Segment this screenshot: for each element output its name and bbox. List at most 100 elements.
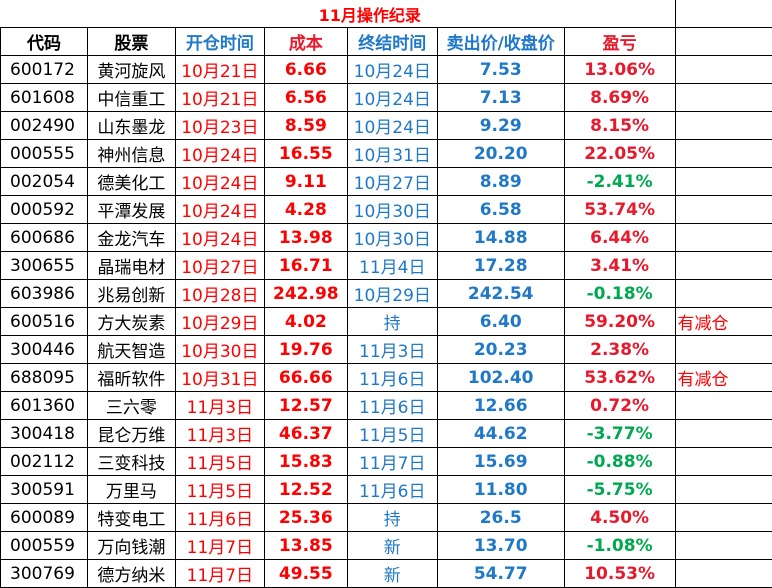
note [675,224,772,252]
cost-price: 16.55 [264,140,347,168]
note: 有减仓 [675,364,772,392]
stock-name: 航天智造 [87,336,175,364]
cost-price: 19.76 [264,336,347,364]
open-time: 10月29日 [175,308,264,336]
stock-code: 000555 [1,140,88,168]
stock-name: 山东墨龙 [87,112,175,140]
sell-price: 13.70 [437,532,564,560]
note [675,56,772,84]
note [675,420,772,448]
open-time: 10月24日 [175,224,264,252]
stock-code: 300418 [1,420,88,448]
profit-loss: 8.69% [564,84,675,112]
close-time: 持 [347,504,437,532]
cost-price: 6.66 [264,56,347,84]
note [675,560,772,588]
close-time: 新 [347,560,437,588]
stock-name: 兆易创新 [87,280,175,308]
stock-code: 300446 [1,336,88,364]
header-stock: 股票 [87,28,175,56]
sell-price: 6.40 [437,308,564,336]
note [675,504,772,532]
open-time: 11月3日 [175,420,264,448]
stock-code: 600686 [1,224,88,252]
profit-loss: 6.44% [564,224,675,252]
cost-price: 9.11 [264,168,347,196]
close-time: 10月27日 [347,168,437,196]
stock-code: 688095 [1,364,88,392]
close-time: 10月24日 [347,112,437,140]
profit-loss: -0.88% [564,448,675,476]
stock-code: 002054 [1,168,88,196]
stock-name: 特变电工 [87,504,175,532]
stock-name: 方大炭素 [87,308,175,336]
cost-price: 242.98 [264,280,347,308]
header-row: 代码 股票 开仓时间 成本 终结时间 卖出价/收盘价 盈亏 [1,28,772,56]
note [675,532,772,560]
cost-price: 13.98 [264,224,347,252]
cost-price: 25.36 [264,504,347,532]
sell-price: 8.89 [437,168,564,196]
sell-price: 15.69 [437,448,564,476]
stock-code: 300769 [1,560,88,588]
stock-name: 金龙汽车 [87,224,175,252]
close-time: 持 [347,308,437,336]
sell-price: 17.28 [437,252,564,280]
stock-code: 300655 [1,252,88,280]
open-time: 10月21日 [175,56,264,84]
open-time: 10月21日 [175,84,264,112]
open-time: 10月24日 [175,140,264,168]
profit-loss: -3.77% [564,420,675,448]
open-time: 11月7日 [175,560,264,588]
profit-loss: 0.72% [564,392,675,420]
title-row: 11月操作纪录 [1,0,772,28]
stock-name: 福昕软件 [87,364,175,392]
stock-code: 601360 [1,392,88,420]
stock-name: 德美化工 [87,168,175,196]
close-time: 11月5日 [347,420,437,448]
note [675,280,772,308]
profit-loss: -2.41% [564,168,675,196]
cost-price: 15.83 [264,448,347,476]
sell-price: 12.66 [437,392,564,420]
stock-name: 三变科技 [87,448,175,476]
header-sell-price: 卖出价/收盘价 [437,28,564,56]
profit-loss: 10.53% [564,560,675,588]
header-open-time: 开仓时间 [175,28,264,56]
cost-price: 13.85 [264,532,347,560]
header-note [675,28,772,56]
profit-loss: -0.18% [564,280,675,308]
open-time: 11月3日 [175,392,264,420]
close-time: 10月24日 [347,84,437,112]
close-time: 新 [347,532,437,560]
open-time: 10月23日 [175,112,264,140]
close-time: 11月6日 [347,392,437,420]
cost-price: 6.56 [264,84,347,112]
stock-name: 万里马 [87,476,175,504]
sell-price: 242.54 [437,280,564,308]
stock-code: 002490 [1,112,88,140]
open-time: 11月5日 [175,476,264,504]
stock-code: 000592 [1,196,88,224]
cost-price: 49.55 [264,560,347,588]
sell-price: 20.20 [437,140,564,168]
close-time: 11月6日 [347,364,437,392]
note [675,196,772,224]
note [675,392,772,420]
sell-price: 14.88 [437,224,564,252]
sheet-title: 11月操作纪录 [175,0,564,28]
stock-code: 601608 [1,84,88,112]
sell-price: 26.5 [437,504,564,532]
